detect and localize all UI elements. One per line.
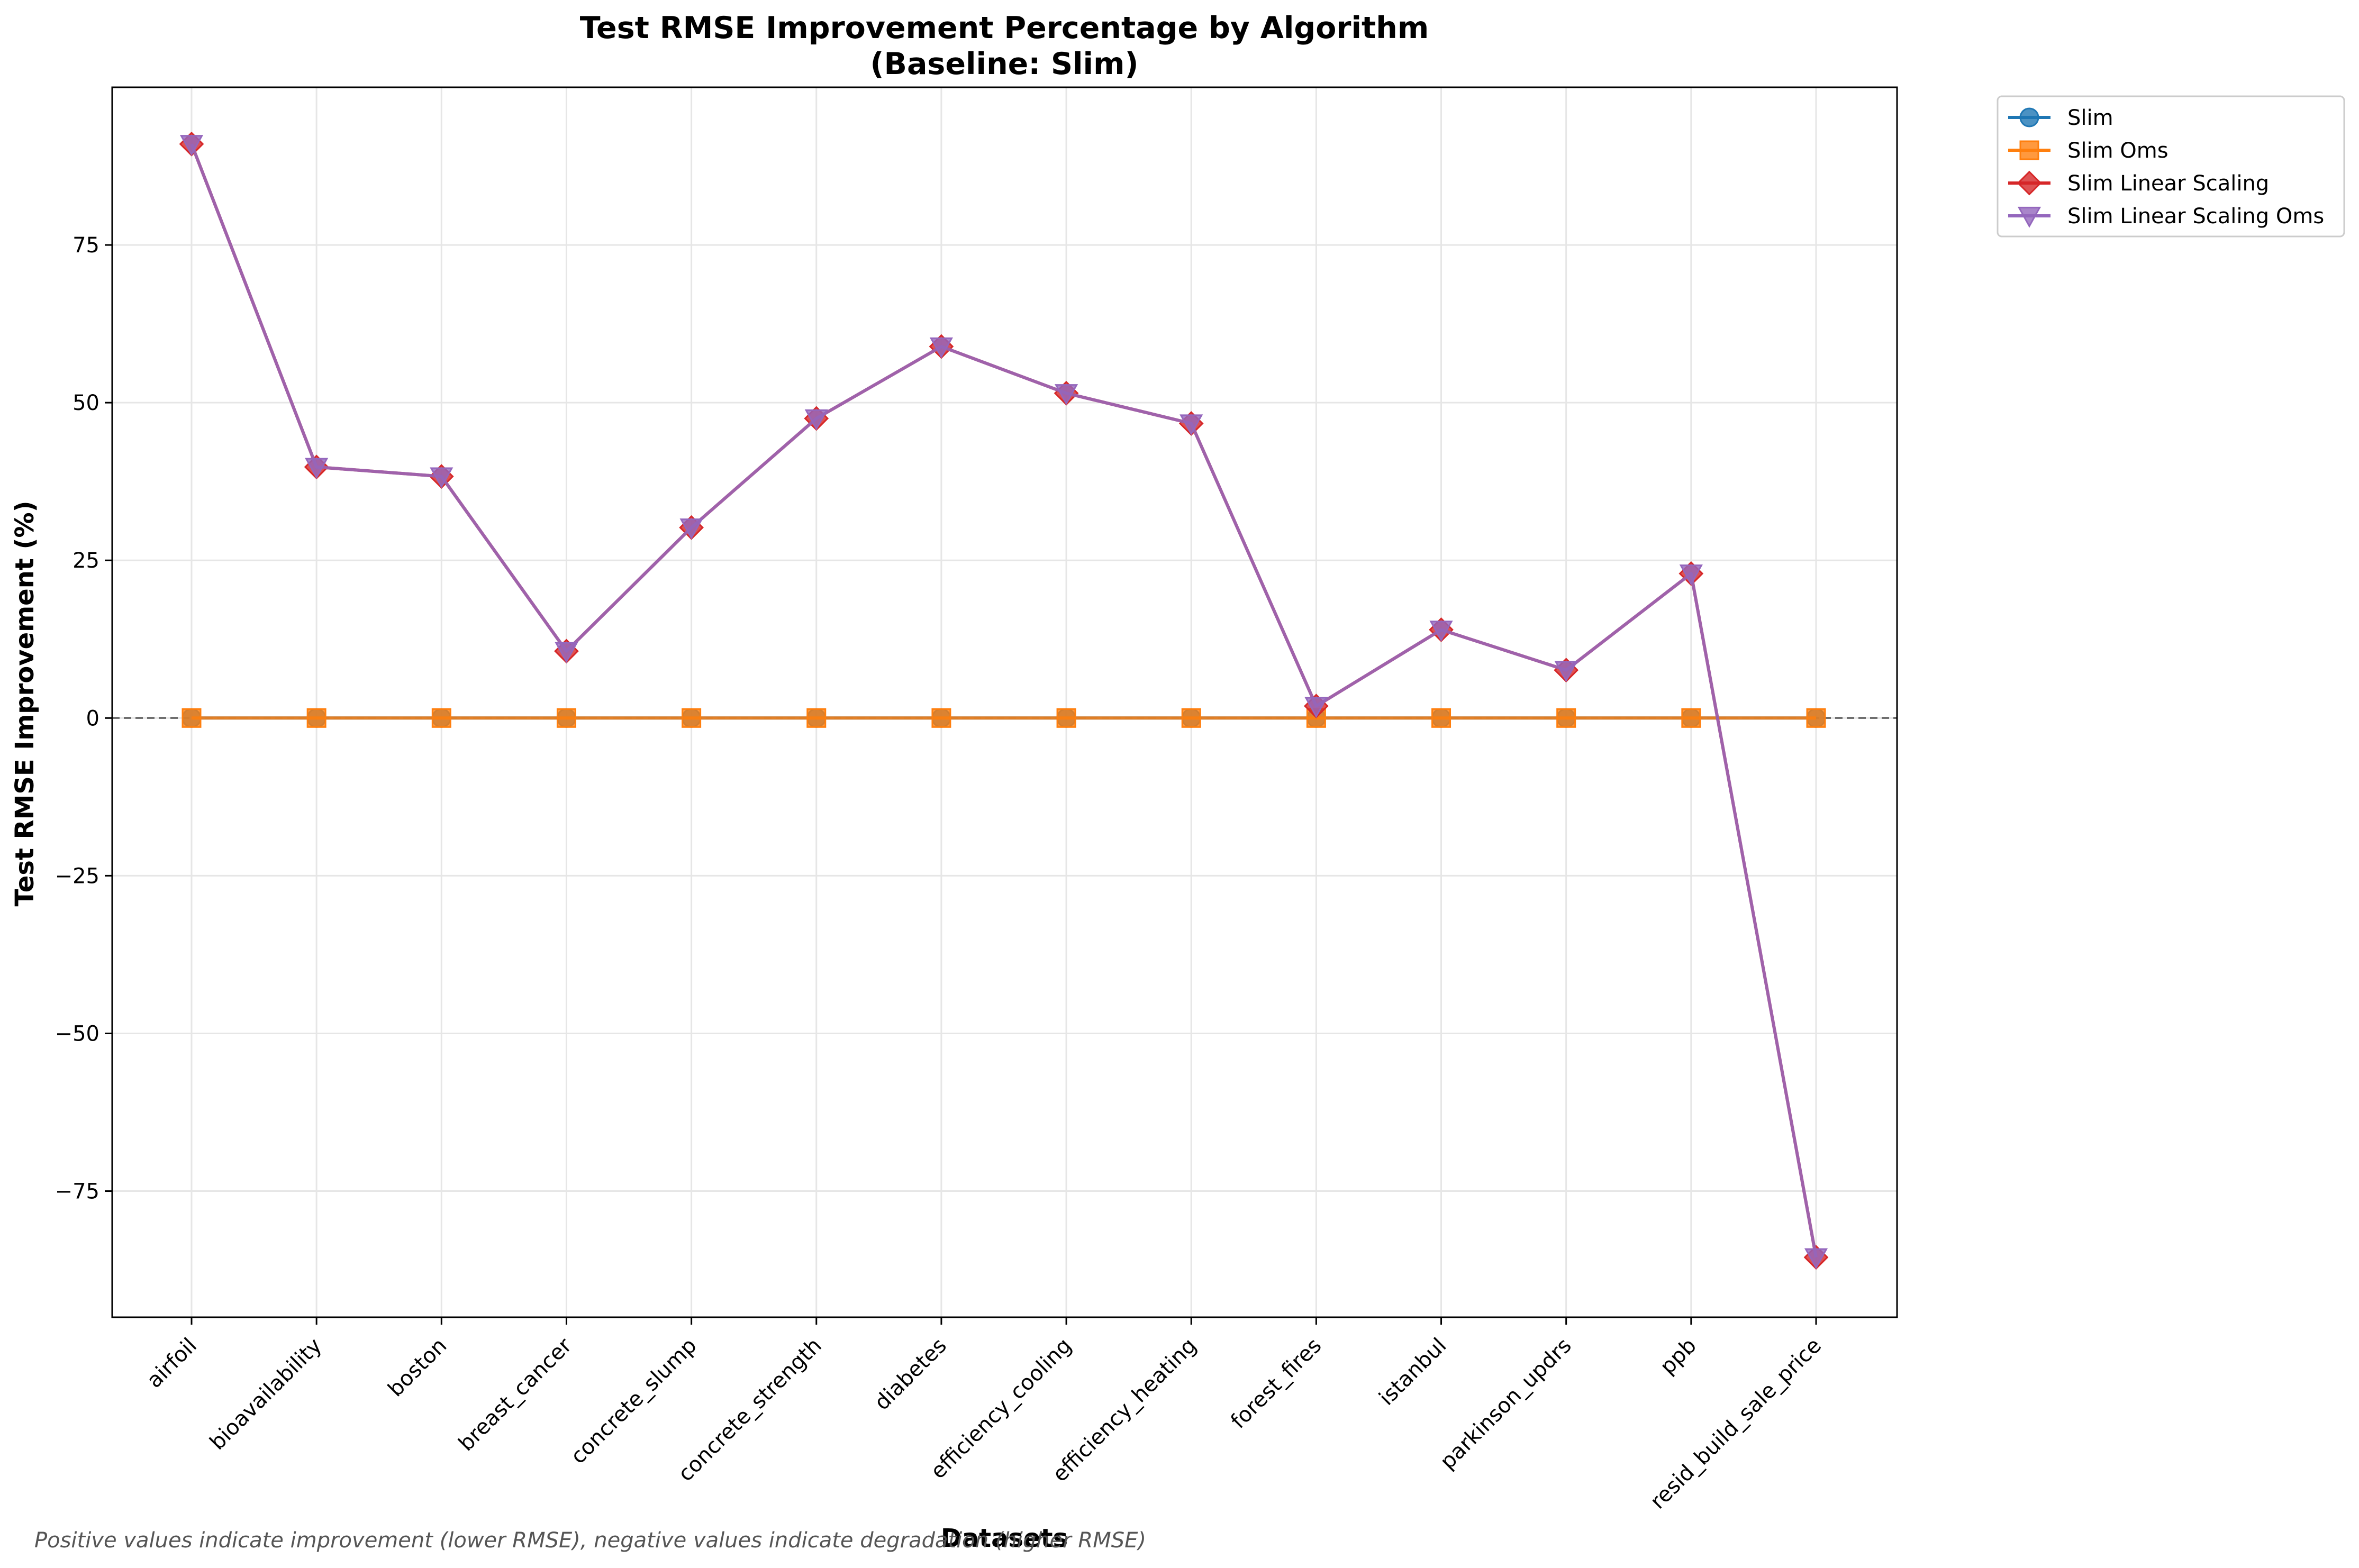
data-point: [1054, 384, 1078, 405]
x-axis: airfoil bioavailability boston breast_cance…: [142, 1317, 1826, 1514]
legend-label: Slim: [2067, 106, 2113, 130]
y-tick-label: 0: [86, 706, 99, 731]
x-tick-label: ppb: [1656, 1334, 1701, 1379]
data-point: [929, 337, 954, 359]
legend-label: Slim Linear Scaling Oms: [2067, 204, 2324, 229]
legend-marker: [2019, 140, 2039, 160]
series-slim-oms: [182, 708, 1826, 728]
data-point: [1679, 564, 1703, 586]
y-tick-label: 75: [72, 233, 99, 258]
data-point: [1431, 708, 1451, 728]
data-point: [1554, 661, 1578, 682]
x-tick-label: diabetes: [870, 1334, 951, 1415]
data-point: [931, 708, 951, 728]
chart-subtitle: (Baseline: Slim): [870, 47, 1138, 81]
data-point: [182, 708, 202, 728]
legend-box: [1997, 95, 2345, 238]
data-point: [806, 708, 827, 728]
series-line: [190, 143, 1818, 1258]
legend: Slim Slim Oms Slim Linear Scaling Slim Line…: [1997, 95, 2345, 238]
data-point: [1056, 708, 1076, 728]
data-point: [179, 135, 204, 156]
legend-marker: [2017, 170, 2042, 196]
legend-item: Slim Oms: [2008, 139, 2169, 163]
data-point: [1806, 708, 1826, 728]
x-tick-label: efficiency_cooling: [926, 1334, 1076, 1484]
data-point: [1181, 708, 1201, 728]
x-tick-label: istanbul: [1374, 1334, 1451, 1410]
grid: [112, 87, 1897, 1317]
data-point: [682, 708, 702, 728]
footnote: Positive values indicate improvement (lo…: [34, 1528, 1146, 1553]
x-tick-label: breast_cancer: [454, 1333, 577, 1456]
series-line: [190, 143, 1818, 1258]
data-point: [1804, 1248, 1828, 1270]
x-axis-label: Datasets: [941, 1524, 1068, 1553]
y-axis-label: Test RMSE Improvement (%): [10, 500, 40, 906]
x-tick-label: airfoil: [142, 1334, 202, 1393]
data-point: [1429, 621, 1453, 642]
series-slim-linear-scaling-oms: [179, 135, 1828, 1270]
data-point: [1681, 708, 1701, 728]
data-point: [1556, 708, 1576, 728]
data-point: [430, 467, 453, 489]
y-tick-label: 25: [72, 549, 99, 573]
data-point: [679, 518, 703, 540]
y-tick-label: 50: [72, 391, 99, 415]
legend-marker: [2017, 206, 2042, 228]
y-axis: −75 −50 −25 0 25 50 75: [55, 233, 112, 1204]
data-point: [556, 708, 576, 728]
series-slim-linear-scaling: [179, 131, 1829, 1270]
legend-item: Slim Linear Scaling: [2008, 170, 2269, 196]
x-tick-label: parkinson_updrs: [1436, 1334, 1576, 1474]
legend-marker: [2019, 107, 2039, 127]
legend-item: Slim Linear Scaling Oms: [2008, 204, 2324, 229]
data-point: [305, 458, 329, 479]
legend-item: Slim: [2008, 106, 2113, 130]
y-tick-label: −25: [55, 864, 99, 888]
plot-frame: [111, 86, 1898, 1318]
data-point: [1180, 414, 1203, 436]
x-tick-label: concrete_slump: [566, 1334, 702, 1469]
legend-label: Slim Linear Scaling: [2067, 171, 2269, 196]
data-point: [306, 708, 326, 728]
x-tick-label: forest_fires: [1226, 1334, 1326, 1434]
data-point: [804, 409, 828, 431]
legend-label: Slim Oms: [2067, 139, 2169, 163]
x-tick-label: concrete_strength: [674, 1334, 827, 1487]
data-point: [555, 642, 578, 663]
series-layer: [179, 131, 1829, 1270]
data-point: [431, 708, 451, 728]
data-point: [1304, 697, 1328, 718]
y-tick-label: −75: [55, 1180, 99, 1204]
x-tick-label: boston: [384, 1334, 452, 1402]
x-tick-label: bioavailability: [205, 1334, 326, 1455]
chart-title: Test RMSE Improvement Percentage by Algo…: [580, 11, 1429, 45]
y-tick-label: −50: [55, 1022, 99, 1046]
x-tick-label: efficiency_heating: [1048, 1334, 1201, 1487]
